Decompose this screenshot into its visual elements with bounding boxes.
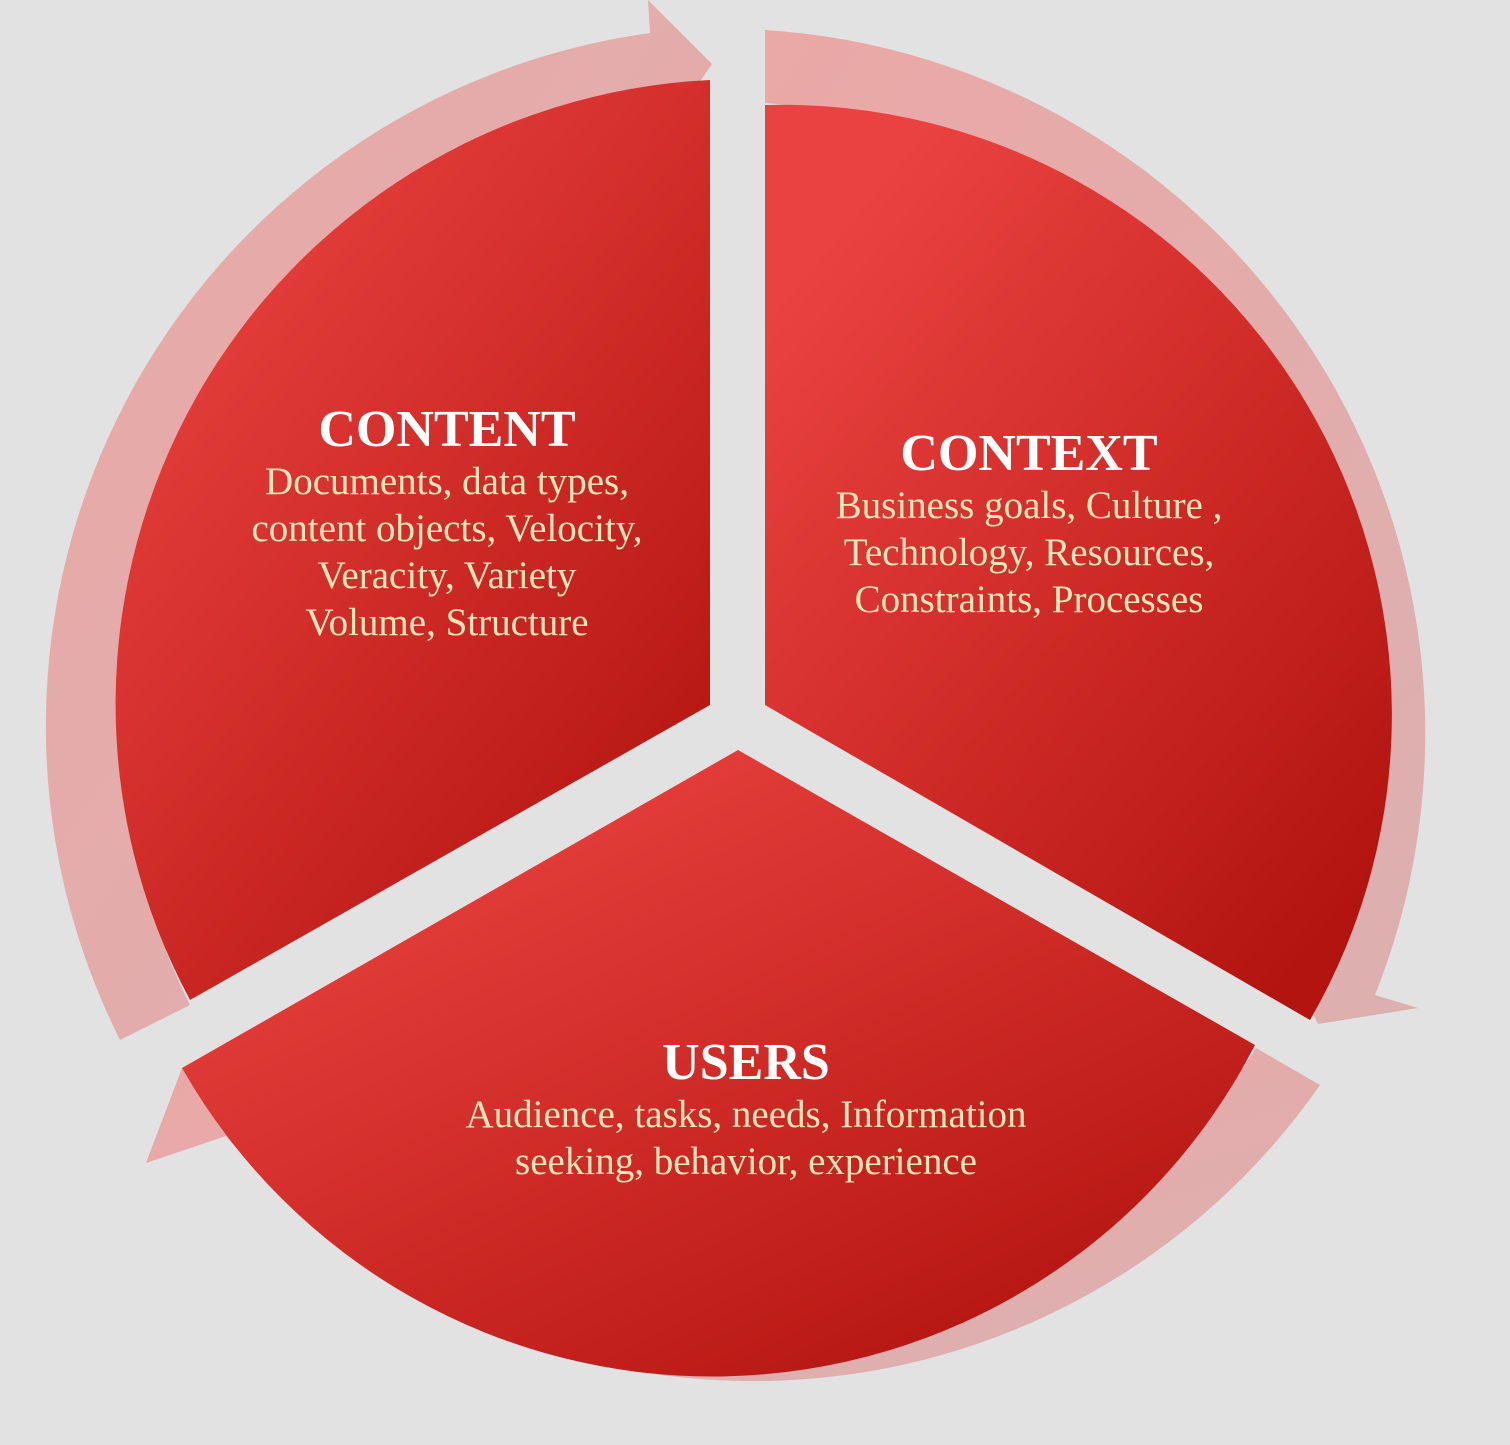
segment-users <box>182 750 1255 1377</box>
context-line-1: Business goals, Culture , <box>835 484 1223 527</box>
context-label: CONTEXT Business goals, Culture , Techno… <box>836 426 1223 623</box>
content-label: CONTENT Documents, data types, content o… <box>252 402 643 646</box>
content-title: CONTENT <box>318 401 576 458</box>
content-line-1: Documents, data types, <box>265 460 629 503</box>
segment-context <box>765 104 1392 1021</box>
context-line-3: Constraints, Processes <box>854 578 1204 621</box>
context-line-2: Technology, Resources, <box>843 531 1215 574</box>
users-line-1: Audience, tasks, needs, Information <box>465 1093 1027 1136</box>
arrow-context-to-users <box>765 30 1426 1024</box>
context-title: CONTEXT <box>900 425 1158 482</box>
content-line-4: Volume, Structure <box>305 601 589 644</box>
users-label: USERS Audience, tasks, needs, Informatio… <box>465 1035 1026 1185</box>
users-line-2: seeking, behavior, experience <box>515 1140 977 1183</box>
content-line-2: content objects, Velocity, <box>251 507 643 550</box>
content-line-3: Veracity, Variety <box>317 554 577 597</box>
segment-content <box>115 80 710 1000</box>
users-title: USERS <box>662 1034 830 1091</box>
